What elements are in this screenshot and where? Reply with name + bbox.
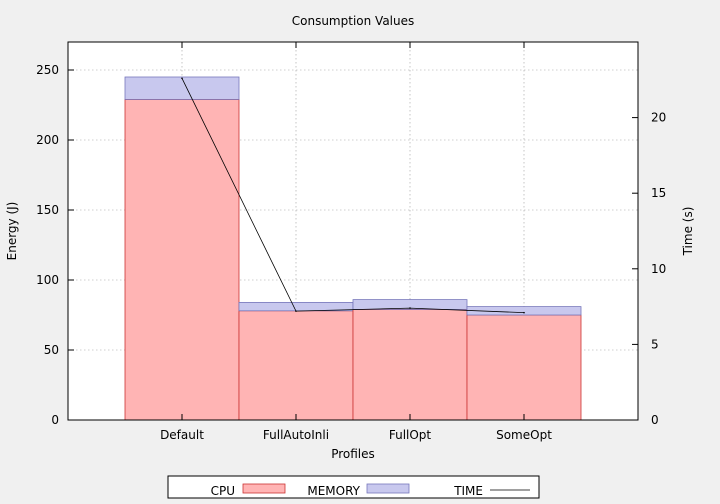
time-point-FullOpt (409, 307, 411, 309)
x-tick-label: Default (160, 428, 204, 442)
bar-memory-FullAutoInli (238, 301, 354, 312)
y-tick-label: 100 (36, 273, 59, 287)
tick-group: 0 50 100 150 200 250 0 5 10 15 20 Default FullAutoIn… (36, 42, 666, 442)
x-tick-label: FullAutoInli (263, 428, 329, 442)
time-line-group (181, 77, 525, 314)
bar-memory-SomeOpt (466, 306, 582, 316)
y2-tick-label: 5 (651, 337, 659, 351)
y-tick-label: 150 (36, 203, 59, 217)
y2-tick-label: 15 (651, 186, 666, 200)
y2-tick-label: 10 (651, 262, 666, 276)
bar-group (124, 76, 582, 421)
bar-cpu-Default (124, 99, 240, 421)
time-line (181, 78, 525, 314)
bar-cpu-SomeOpt (466, 314, 582, 421)
legend-label-time: TIME (453, 484, 483, 498)
legend-label-cpu: CPU (211, 484, 235, 498)
bar-memory-Default (124, 76, 240, 100)
y2-axis-label: Time (s) (681, 207, 695, 257)
time-point-FullAutoInli (295, 310, 297, 312)
y-tick-label: 50 (44, 343, 59, 357)
y2-tick-label: 0 (651, 413, 659, 427)
y2-tick-label: 20 (651, 111, 666, 125)
x-tick-label: SomeOpt (496, 428, 552, 442)
bar-memory-FullOpt (352, 299, 468, 310)
y-tick-label: 250 (36, 63, 59, 77)
x-axis-label: Profiles (331, 447, 375, 461)
bar-cpu-FullOpt (352, 308, 468, 421)
legend-swatch-memory (366, 483, 410, 494)
time-point-SomeOpt (523, 311, 525, 314)
y-tick-label: 200 (36, 133, 59, 147)
x-tick-label: FullOpt (389, 428, 432, 442)
legend: CPU MEMORY TIME (167, 475, 540, 499)
bar-cpu-FullAutoInli (238, 310, 354, 421)
time-point-Default (181, 77, 183, 80)
legend-label-memory: MEMORY (307, 484, 360, 498)
chart-title: Consumption Values (292, 14, 415, 28)
legend-swatch-cpu (242, 483, 286, 494)
plot-frame (67, 41, 639, 421)
y-axis-label: Energy (J) (5, 202, 19, 261)
y-tick-label: 0 (51, 413, 59, 427)
